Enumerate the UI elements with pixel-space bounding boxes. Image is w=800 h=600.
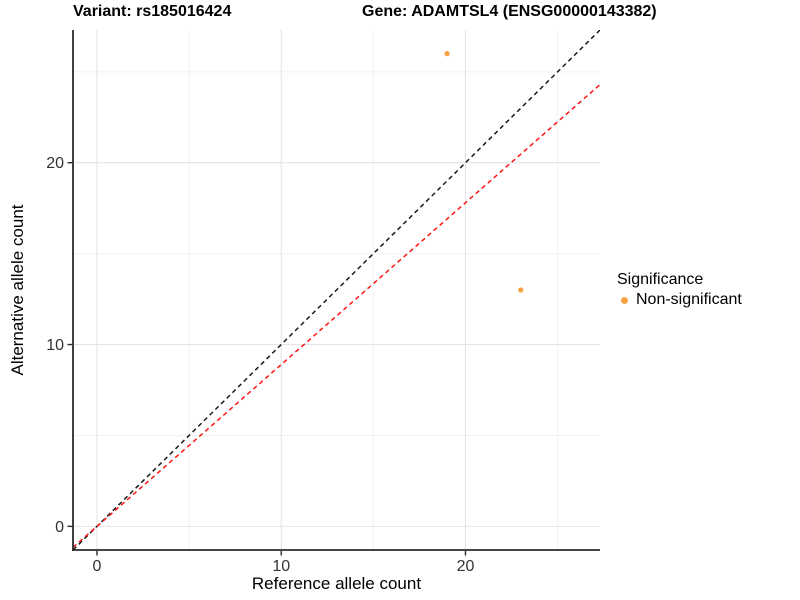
x-axis-title: Reference allele count [251, 574, 422, 593]
legend: Significance Non-significant [617, 271, 742, 309]
y-tick-label: 0 [55, 519, 64, 536]
legend-point-icon [621, 296, 628, 304]
data-point [444, 51, 450, 57]
x-tick-label: 0 [93, 558, 102, 575]
expected-ratio-line [73, 84, 600, 548]
y-tick-label: 20 [46, 155, 64, 172]
data-point [518, 287, 524, 293]
x-tick-label: 20 [457, 558, 475, 575]
identity-line [73, 30, 600, 550]
plot-title-gene: Gene: ADAMTSL4 (ENSG00000143382) [362, 3, 657, 20]
legend-title: Significance [617, 271, 704, 288]
x-tick-label: 10 [272, 558, 290, 575]
plot-title-variant: Variant: rs185016424 [73, 3, 232, 20]
y-axis-title: Alternative allele count [8, 204, 27, 376]
legend-item-label: Non-significant [636, 291, 742, 308]
y-tick-label: 10 [46, 337, 64, 354]
legend-item-non-significant: Non-significant [617, 291, 742, 309]
